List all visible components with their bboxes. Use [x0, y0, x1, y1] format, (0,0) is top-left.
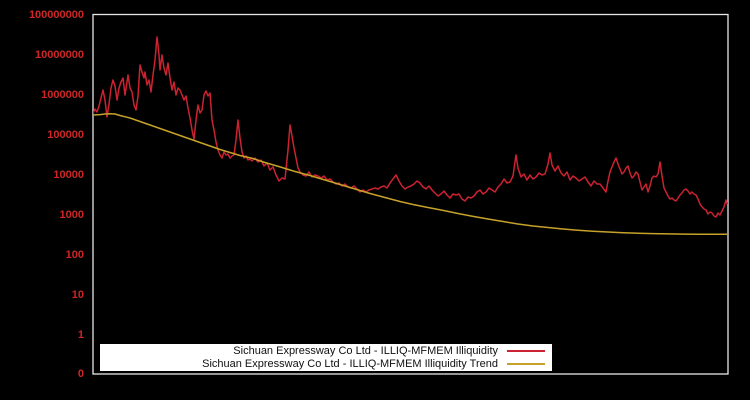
y-tick-label: 100000 — [47, 128, 84, 141]
legend-line-sample — [507, 350, 545, 352]
legend-item: Sichuan Expressway Co Ltd - ILLIQ-MFMEM … — [100, 345, 545, 358]
y-axis-tick-labels: 100000000 10000000 1000000 100000 10000 1000 1… — [0, 0, 88, 400]
series-line-trend — [93, 112, 728, 236]
y-tick-label: 1000000 — [41, 88, 84, 101]
y-tick-label: 100000000 — [28, 8, 84, 21]
y-tick-label: 10000 — [53, 168, 84, 181]
y-tick-label: 1 — [77, 328, 84, 341]
y-tick-label: 1000 — [59, 208, 84, 221]
y-tick-label: 10000000 — [35, 48, 84, 61]
legend-line-sample — [507, 363, 545, 365]
plot-border — [92, 13, 729, 375]
y-tick-label: 0 — [77, 367, 84, 380]
y-tick-label: 10 — [71, 288, 84, 301]
series-line-illiquidity — [93, 36, 728, 218]
y-tick-label: 100 — [65, 248, 84, 261]
legend-item-label: Sichuan Expressway Co Ltd - ILLIQ-MFMEM … — [233, 345, 498, 357]
legend-item: Sichuan Expressway Co Ltd - ILLIQ-MFMEM … — [100, 358, 545, 371]
legend-item-label: Sichuan Expressway Co Ltd - ILLIQ-MFMEM … — [202, 358, 498, 370]
legend: Sichuan Expressway Co Ltd - ILLIQ-MFMEM … — [100, 344, 552, 371]
